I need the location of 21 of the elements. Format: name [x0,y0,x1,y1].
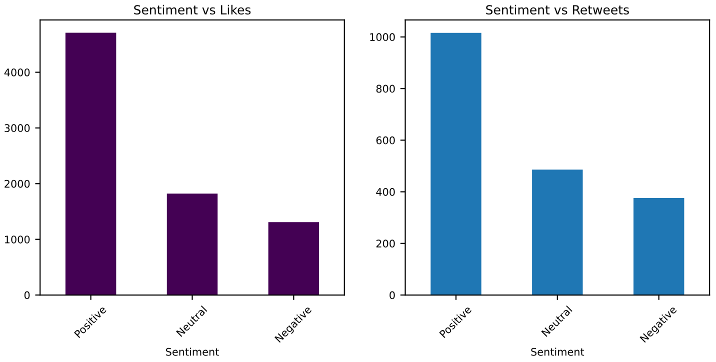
y-tick-label: 1000 [5,236,30,244]
chart-title: Sentiment vs Retweets [486,4,629,15]
y-tick-label: 4000 [4,68,30,76]
bar [268,222,320,296]
y-tick-label: 3000 [4,124,30,132]
x-axis-title: Sentiment [531,348,584,356]
y-tick-label: 600 [376,136,395,144]
bar [532,170,583,296]
bar [166,194,218,296]
y-tick-label: 0 [24,291,30,300]
y-tick-label: 200 [376,240,395,248]
y-tick-label: 800 [376,84,395,93]
y-tick-label: 400 [376,188,395,196]
chart-title: Sentiment vs Likes [134,4,251,15]
bar [65,32,116,296]
y-tick-label: 2000 [4,180,30,188]
bar [633,198,684,296]
x-axis-title: Sentiment [166,348,219,356]
y-tick-label: 1000 [370,33,395,42]
bar [430,32,482,296]
y-tick-label: 0 [390,291,395,300]
